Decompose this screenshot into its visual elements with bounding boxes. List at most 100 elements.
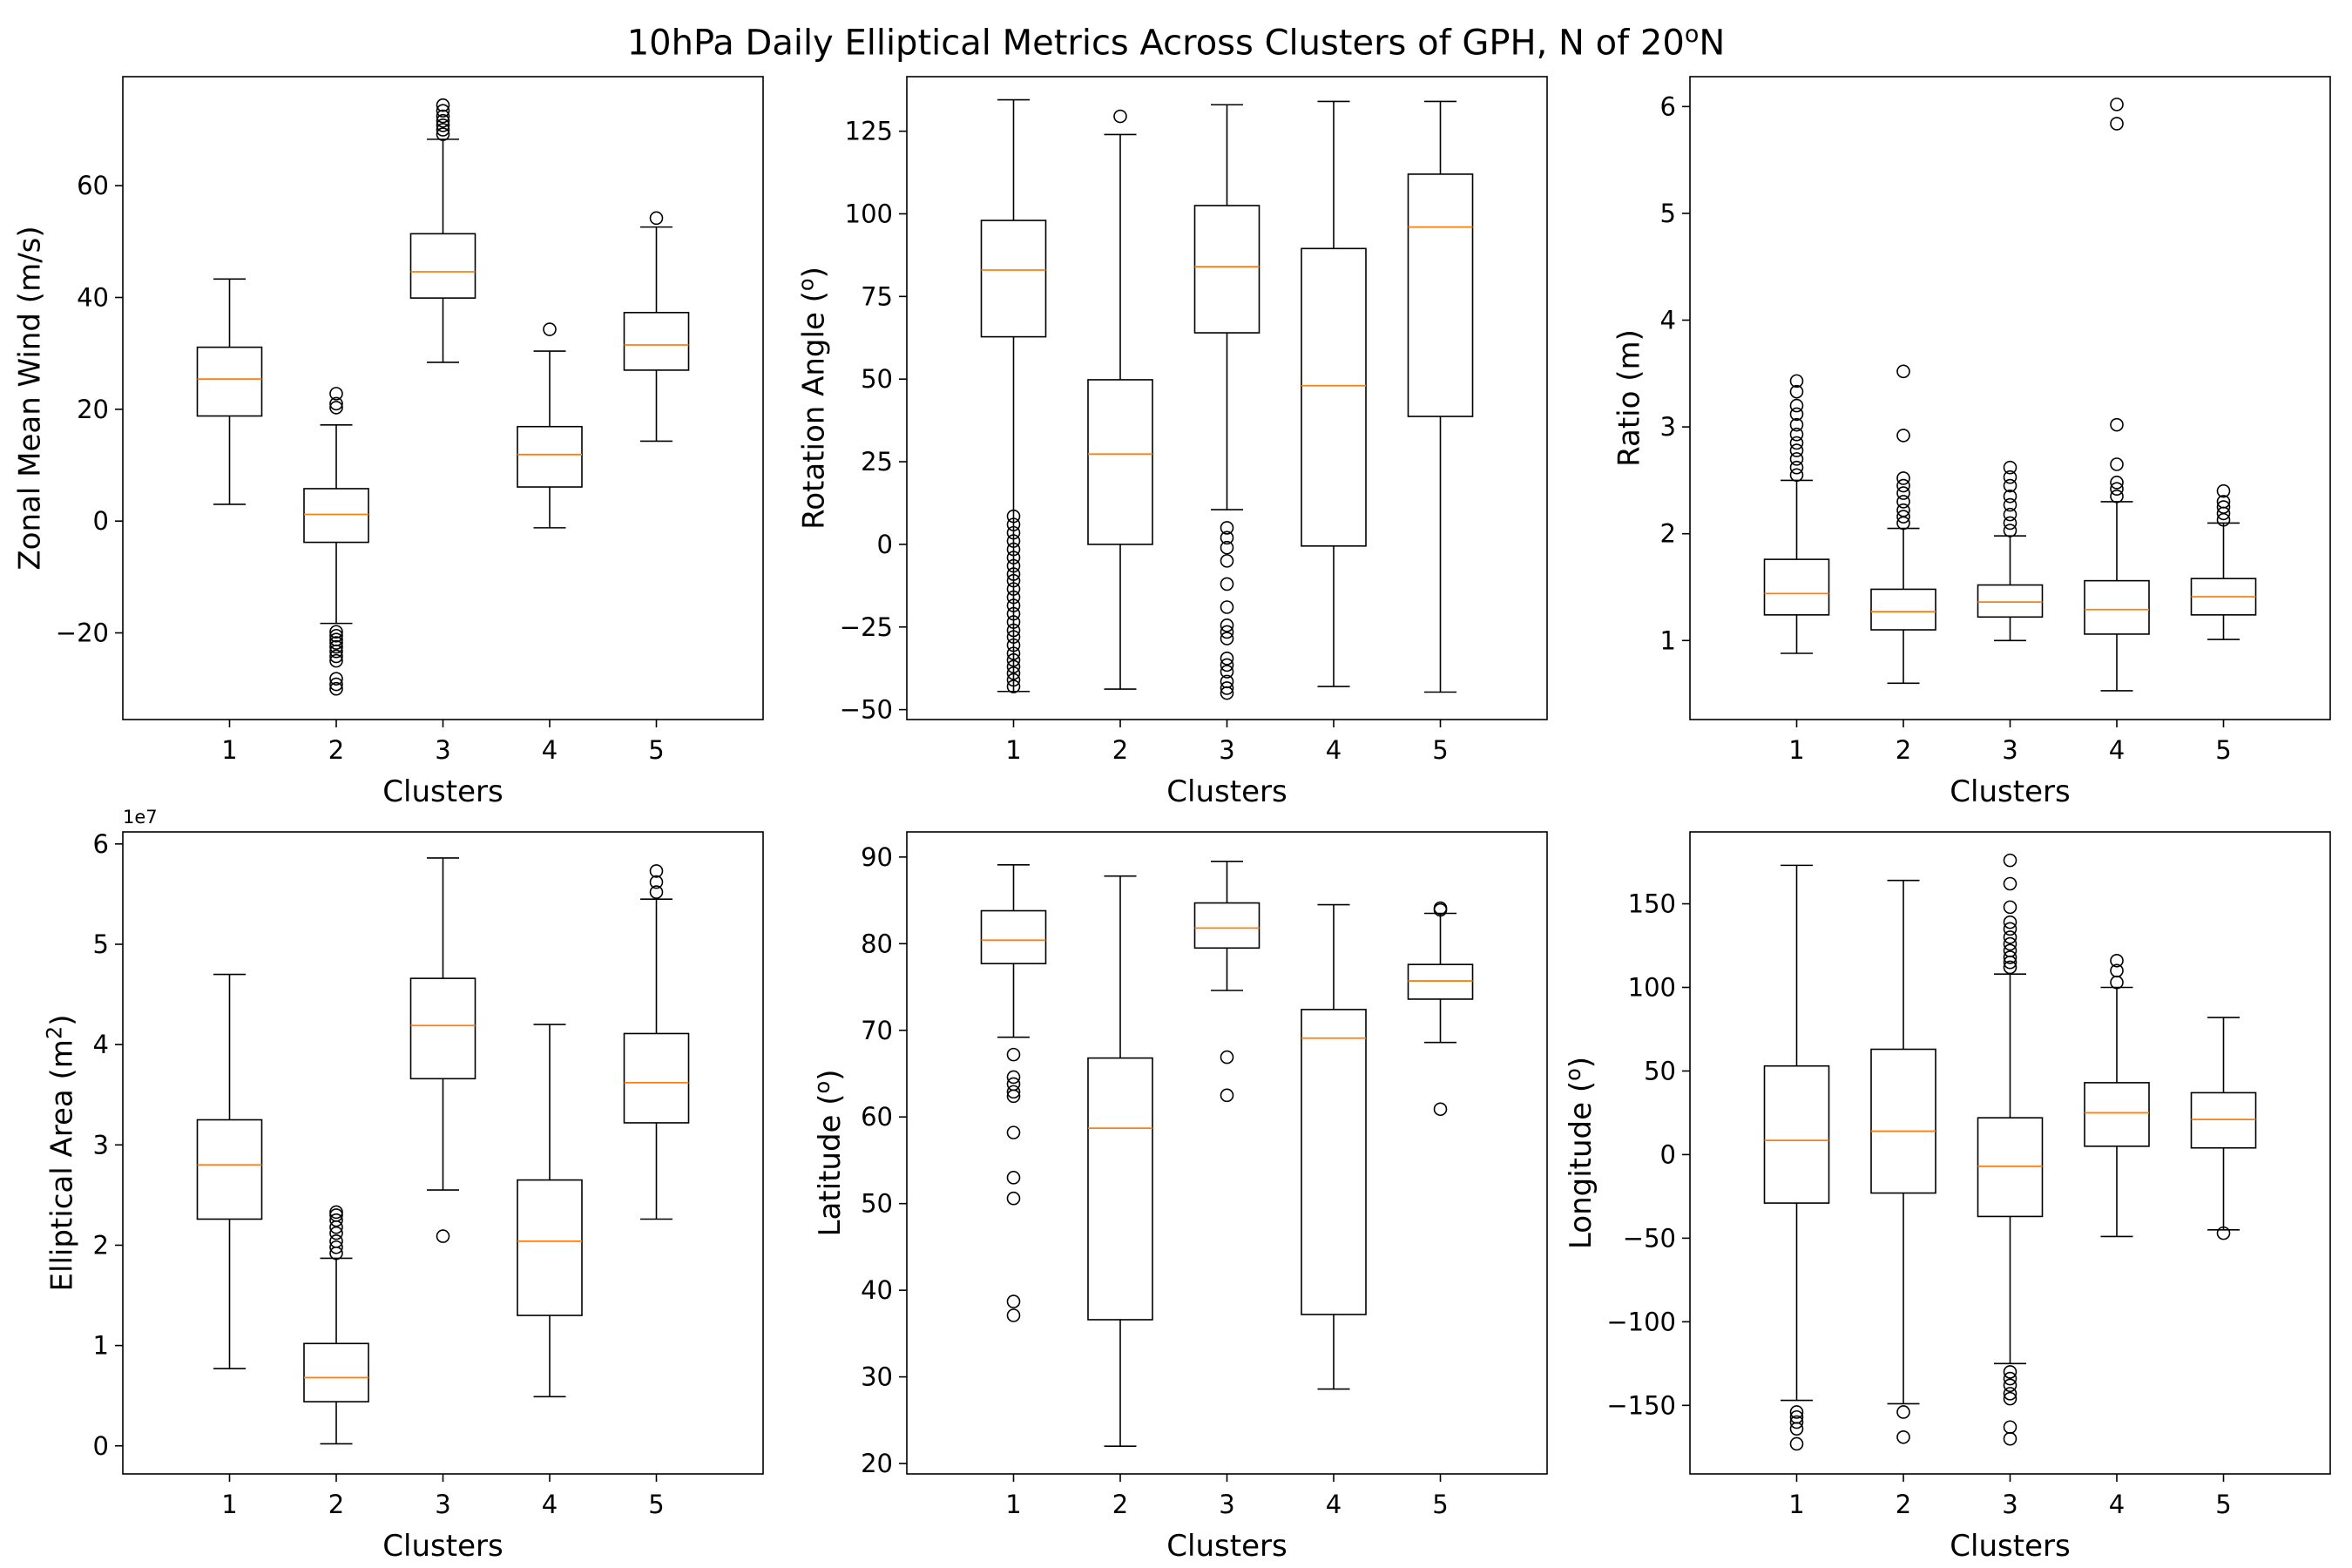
outlier-point — [436, 109, 450, 124]
box-cluster-2 — [1087, 875, 1153, 1447]
iqr-box — [303, 1342, 369, 1402]
y-axis-label: Rotation Angle (o) — [794, 267, 832, 530]
outlier-point — [329, 396, 343, 411]
panel-3: 1 2 3 4 5 6 1 2 3 4 5 Clusters Ratio (m) — [1612, 76, 2331, 809]
y-axis-label-sup: o — [1561, 1068, 1585, 1081]
outlier-point — [329, 1226, 343, 1240]
y-tick-label: 50 — [861, 364, 893, 394]
outlier-point — [2110, 489, 2124, 504]
box-cluster-3 — [409, 98, 476, 363]
x-tick-label: 3 — [435, 1490, 450, 1519]
outlier-point — [543, 322, 557, 336]
outlier-point — [1789, 1405, 1804, 1419]
box-cluster-4 — [2084, 98, 2150, 692]
y-tick-label: 60 — [77, 171, 109, 200]
y-axis-label-sup: o — [810, 1081, 835, 1094]
y-axis-label: Latitude (o) — [810, 1070, 848, 1237]
figure-title: 10hPa Daily Elliptical Metrics Across Cl… — [0, 21, 2352, 63]
outlier-point — [1220, 577, 1234, 591]
iqr-box — [1977, 1117, 2044, 1218]
outlier-point — [1896, 1429, 1910, 1444]
box-cluster-3 — [409, 857, 476, 1243]
outlier-point — [1006, 646, 1021, 660]
x-axis-label: Clusters — [382, 774, 503, 809]
box-cluster-2 — [303, 387, 369, 696]
y-tick-label: 50 — [861, 1189, 893, 1219]
outlier-point — [1789, 384, 1804, 399]
iqr-box — [409, 977, 476, 1080]
y-axis-label: Ratio (m) — [1612, 329, 1647, 467]
box-cluster-5 — [1407, 901, 1474, 1117]
iqr-box — [1087, 379, 1153, 545]
outlier-point — [1789, 1436, 1804, 1451]
box-cluster-1 — [196, 973, 263, 1369]
iqr-box — [1301, 1009, 1367, 1315]
iqr-box — [2084, 1082, 2150, 1147]
iqr-box — [196, 346, 263, 417]
x-axis-label: Clusters — [1166, 774, 1287, 809]
iqr-box — [980, 220, 1047, 338]
outlier-point — [2003, 478, 2017, 493]
iqr-box — [1087, 1057, 1153, 1321]
outlier-point — [2110, 975, 2124, 990]
outlier-point — [2003, 1431, 2017, 1446]
outlier-point — [1433, 901, 1448, 916]
outlier-point — [1220, 600, 1234, 614]
outlier-point — [436, 123, 450, 137]
y-tick-label: −25 — [840, 612, 893, 642]
outlier-point — [1220, 540, 1234, 555]
outlier-point — [2003, 1371, 2017, 1386]
outlier-point — [2110, 117, 2124, 131]
outlier-point — [1220, 554, 1234, 568]
x-axis-label: Clusters — [1166, 1529, 1287, 1564]
y-tick-label: −50 — [1623, 1223, 1676, 1253]
y-tick-label: 4 — [1660, 306, 1676, 335]
y-tick-label: 125 — [845, 117, 893, 146]
x-axis-label: Clusters — [382, 1529, 503, 1564]
outlier-point — [329, 625, 343, 639]
outlier-point — [1220, 618, 1234, 632]
box-cluster-2 — [1870, 879, 1936, 1444]
y-tick-label: 3 — [93, 1130, 109, 1159]
y-tick-label: 60 — [861, 1102, 893, 1132]
y-tick-label: 2 — [93, 1230, 109, 1260]
y-tick-label: −100 — [1606, 1307, 1676, 1336]
iqr-box — [1977, 584, 2044, 618]
iqr-box — [517, 1179, 583, 1316]
y-tick-label: 20 — [77, 395, 109, 424]
box-cluster-1 — [196, 278, 263, 505]
x-tick-label: 1 — [1788, 735, 1804, 765]
y-axis-label-text: Longitude ( — [1564, 1081, 1598, 1249]
outlier-point — [2003, 853, 2017, 868]
panel-6: −150 −100 −50 0 50 100 150 1 2 3 4 5 Clusters Longitu… — [1561, 831, 2331, 1564]
outlier-point — [1006, 652, 1021, 667]
outlier-point — [2003, 915, 2017, 929]
outlier-point — [1006, 517, 1021, 531]
y-axis-label-end: ) — [45, 1015, 80, 1026]
x-tick-label: 4 — [1326, 1490, 1342, 1519]
outlier-point — [1006, 1047, 1021, 1062]
outlier-point — [1113, 109, 1127, 124]
y-tick-label: 1 — [1660, 625, 1676, 655]
y-tick-label: 20 — [861, 1449, 893, 1478]
iqr-box — [1870, 588, 1936, 631]
outlier-point — [1006, 666, 1021, 680]
outlier-point — [1006, 659, 1021, 674]
outlier-point — [1006, 551, 1021, 564]
outlier-point — [649, 875, 664, 889]
outlier-point — [329, 1205, 343, 1220]
y-axis-label-sup: 2 — [43, 1026, 67, 1039]
box-cluster-2 — [303, 1205, 369, 1445]
y-tick-label: 0 — [93, 1431, 109, 1461]
panel-2: −50 −25 0 25 50 75 100 125 1 2 3 4 5 Clusters Rotation… — [794, 76, 1548, 809]
outlier-point — [1006, 1171, 1021, 1185]
outlier-point — [1220, 665, 1234, 679]
outlier-point — [1789, 1415, 1804, 1429]
y-tick-label: 70 — [861, 1016, 893, 1045]
iqr-box — [1763, 558, 1830, 616]
x-tick-label: 5 — [648, 1490, 664, 1519]
box-cluster-1 — [1763, 374, 1830, 654]
outlier-point — [329, 1208, 343, 1222]
outlier-point — [1006, 630, 1021, 644]
